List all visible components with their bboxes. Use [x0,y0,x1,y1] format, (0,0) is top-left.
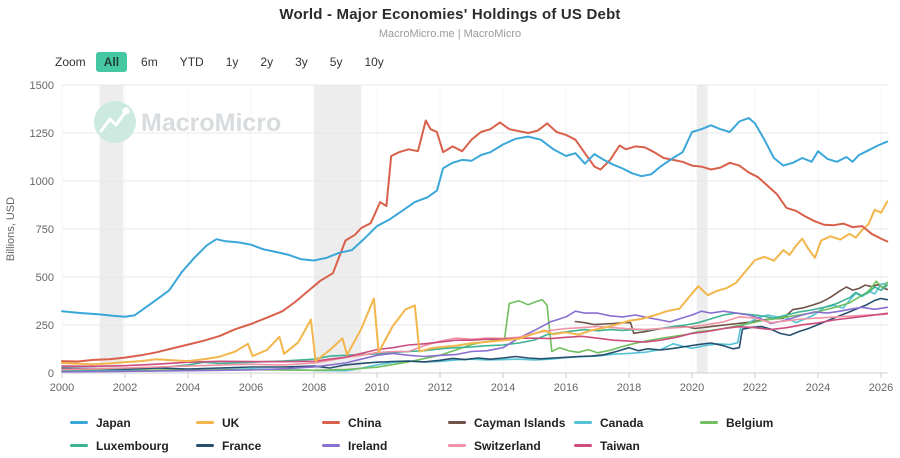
x-axis-tick-label: 2002 [113,382,137,394]
y-axis-tick-label: 250 [36,320,54,332]
chart-plot-area[interactable]: 2000 2002 2004 2006 2008 2010 2012 2014 2016 2018… [0,0,900,406]
watermark-text: MacroMicro [141,109,281,137]
legend-item-france[interactable]: France [196,439,322,453]
series-line-france [61,297,889,370]
legend-item-switzerland[interactable]: Switzerland [448,439,574,453]
legend-item-canada[interactable]: Canada [574,416,700,430]
legend-swatch-ireland [322,444,340,447]
series-line-ireland [61,306,889,373]
legend-label: Cayman Islands [474,415,566,430]
legend-swatch-luxembourg [70,444,88,447]
legend-item-ireland[interactable]: Ireland [322,439,448,453]
x-axis-tick-label: 2000 [50,382,74,394]
zoom-button-3y[interactable]: 3y [295,55,308,69]
zoom-toolbar: Zoom All 6m YTD 1y 2y 3y 5y 10y [55,52,392,72]
legend-item-uk[interactable]: UK [196,416,322,430]
zoom-button-2y[interactable]: 2y [260,55,274,69]
legend-swatch-japan [70,421,88,424]
legend-label: Japan [96,415,131,430]
legend-swatch-switzerland [448,444,466,447]
legend-swatch-canada [574,421,592,424]
zoom-button-ytd[interactable]: YTD [179,55,204,69]
legend-item-china[interactable]: China [322,416,448,430]
y-axis-title: Billions, USD [5,197,17,261]
legend-item-belgium[interactable]: Belgium [700,416,826,430]
legend-swatch-belgium [700,421,718,424]
x-axis-tick-label: 2012 [428,382,452,394]
legend-label: Ireland [348,438,388,453]
y-axis-tick-label: 500 [36,272,54,284]
page-title: World - Major Economies' Holdings of US … [279,6,621,23]
legend-item-japan[interactable]: Japan [70,416,196,430]
x-axis-tick-label: 2016 [554,382,578,394]
series-line-cayman-islands [574,283,889,335]
y-axis-tick-label: 1500 [30,80,54,92]
series-line-luxembourg [61,284,889,373]
legend-label: Belgium [726,415,774,430]
legend-item-luxembourg[interactable]: Luxembourg [70,439,196,453]
series-line-uk [61,200,889,366]
chart-header: World - Major Economies' Holdings of US … [0,6,900,40]
x-axis-tick-label: 2010 [365,382,389,394]
legend-swatch-taiwan [574,444,592,447]
legend-item-taiwan[interactable]: Taiwan [574,439,700,453]
legend-item-cayman-islands[interactable]: Cayman Islands [448,416,574,430]
x-axis-tick-label: 2022 [743,382,767,394]
series-line-taiwan [61,312,889,368]
legend-swatch-france [196,444,214,447]
legend-label: UK [222,415,240,430]
series-line-china [61,119,889,363]
x-axis-tick-label: 2006 [239,382,263,394]
legend-label: Canada [600,415,644,430]
zoom-button-all[interactable]: All [95,52,128,72]
y-axis-tick-label: 0 [48,368,54,380]
x-axis-tick-label: 2020 [680,382,704,394]
chart-subtitle: MacroMicro.me | MacroMicro [378,28,522,40]
x-axis-tick-label: 2004 [176,382,200,394]
x-axis-tick-label: 2024 [806,382,830,394]
legend-swatch-cayman-islands [448,421,466,424]
legend-label: Taiwan [600,438,640,453]
legend-label: China [348,415,382,430]
legend-swatch-china [322,421,340,424]
series-line-canada [61,282,889,372]
legend-label: Luxembourg [96,438,169,453]
x-axis-tick-label: 2018 [617,382,641,394]
series-line-japan [61,117,889,318]
x-axis-tick-label: 2008 [302,382,326,394]
y-axis-tick-label: 1250 [30,128,54,140]
legend-label: Switzerland [474,438,541,453]
zoom-button-5y[interactable]: 5y [329,55,343,69]
legend-label: France [222,438,262,453]
zoom-label: Zoom [55,55,86,69]
x-axis-tick-label: 2014 [491,382,515,394]
series-line-belgium [61,280,889,372]
legend-swatch-uk [196,421,214,424]
zoom-button-6m[interactable]: 6m [141,55,158,69]
x-axis-tick-label: 2026 [869,382,893,394]
y-axis-tick-label: 1000 [30,176,54,188]
zoom-button-1y[interactable]: 1y [225,55,239,69]
chart-legend: Japan UK China Cayman Islands Canada Bel… [70,411,826,457]
zoom-button-10y[interactable]: 10y [364,55,384,69]
y-axis-tick-label: 750 [36,224,54,236]
